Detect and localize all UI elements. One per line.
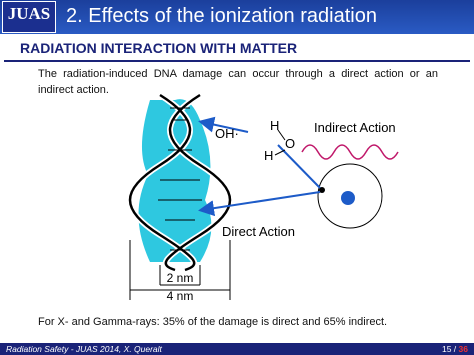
page-number: 15 / 36 xyxy=(442,344,468,354)
oh-arrow xyxy=(198,116,249,133)
diagram: OH· H O H Indirect Action Direct Action … xyxy=(127,92,399,303)
label: OH· xyxy=(215,126,239,141)
label: Direct Action xyxy=(222,224,295,239)
page-total: 36 xyxy=(458,344,468,354)
direct-arrow xyxy=(198,191,321,217)
label: H xyxy=(264,148,273,163)
label: O xyxy=(285,136,295,151)
rule xyxy=(4,60,470,62)
label: Indirect Action xyxy=(314,120,396,135)
header-bar xyxy=(0,0,474,34)
slide-title: 2. Effects of the ionization radiation xyxy=(66,5,377,27)
label: 4 nm xyxy=(167,289,194,303)
logo: JUAS xyxy=(2,1,56,33)
radiation-wave xyxy=(301,144,399,160)
dna-helix xyxy=(128,93,232,272)
atom-orbit xyxy=(317,163,383,229)
section-title: RADIATION INTERACTION WITH MATTER xyxy=(20,40,298,56)
nucleus xyxy=(341,191,355,205)
note: For X- and Gamma-rays: 35% of the damage… xyxy=(38,316,388,328)
cell-blob xyxy=(138,99,212,262)
footer-credit: Radiation Safety - JUAS 2014, X. Queralt xyxy=(6,344,162,354)
label: H xyxy=(270,118,279,133)
intro-text: The radiation-induced DNA damage can occ… xyxy=(38,68,438,96)
base-pairs xyxy=(158,107,202,251)
label: 2 nm xyxy=(167,271,194,285)
page-current: 15 / xyxy=(441,344,457,354)
electron xyxy=(319,187,325,193)
footer: Radiation Safety - JUAS 2014, X. Queralt… xyxy=(0,343,474,355)
indirect-arrow xyxy=(277,144,321,189)
